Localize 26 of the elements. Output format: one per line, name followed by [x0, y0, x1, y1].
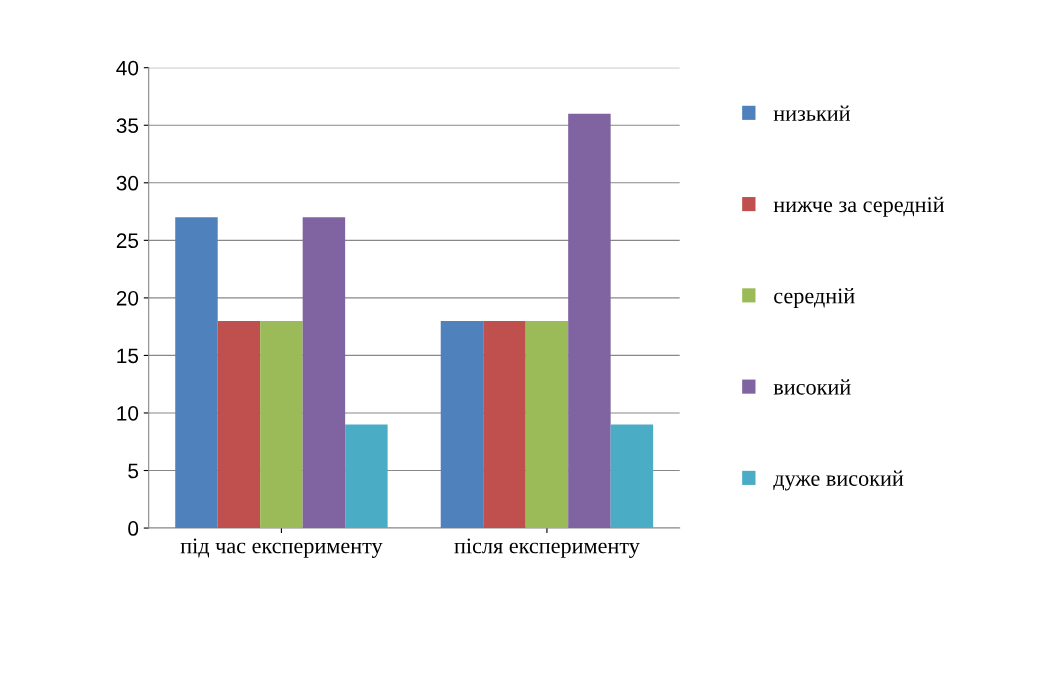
legend-label: дуже високий	[773, 470, 904, 491]
x-tick-label: під час експерименту	[180, 538, 383, 558]
bar	[345, 424, 388, 529]
y-tick-label: 0	[128, 521, 139, 536]
legend-label: високий	[773, 379, 851, 395]
bar	[260, 320, 303, 529]
bar	[568, 113, 611, 529]
bar	[175, 217, 218, 529]
x-tick-label: після експерименту	[454, 538, 640, 558]
bar	[217, 320, 261, 529]
y-tick-label: 30	[116, 175, 139, 191]
y-tick-label: 10	[117, 405, 139, 421]
y-tick-label: 40	[116, 60, 139, 76]
y-tick-label: 15	[117, 348, 139, 364]
bar	[525, 320, 569, 529]
y-tick-label: 5	[128, 463, 139, 479]
legend-label: низький	[773, 105, 851, 121]
bar	[610, 424, 654, 529]
y-tick-label: 20	[116, 290, 139, 306]
legend-label: нижче за середній	[773, 196, 945, 217]
bar	[440, 320, 484, 529]
y-tick-label: 35	[116, 118, 139, 133]
y-tick-label: 25	[116, 233, 139, 249]
bar	[302, 217, 346, 529]
legend-label: середній	[774, 287, 855, 308]
bar	[483, 320, 526, 529]
